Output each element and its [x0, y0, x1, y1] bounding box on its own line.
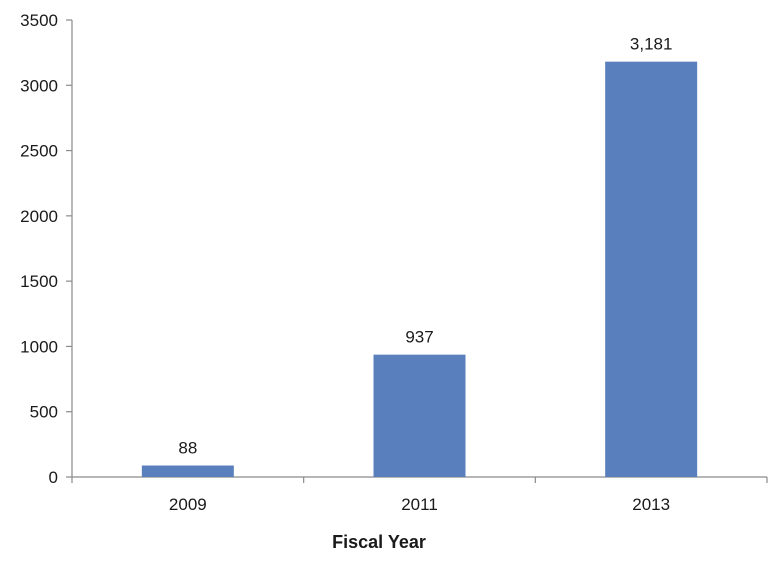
- x-tick-label-2013: 2013: [632, 495, 670, 514]
- bar-2011: [373, 354, 466, 477]
- y-tick-label: 1500: [20, 272, 58, 291]
- y-tick-label: 0: [49, 468, 58, 487]
- bar-2013: [605, 61, 698, 478]
- bar-2009: [141, 465, 234, 477]
- data-label-2013: 3,181: [630, 35, 673, 54]
- y-tick-label: 3000: [20, 76, 58, 95]
- y-tick-label: 3500: [20, 11, 58, 30]
- y-tick-label: 500: [30, 403, 58, 422]
- x-axis: 2009 2011 2013: [71, 476, 768, 514]
- data-label-2011: 937: [405, 328, 433, 347]
- y-tick-label: 2500: [20, 142, 58, 161]
- x-axis-title: Fiscal Year: [332, 532, 426, 552]
- x-tick-label-2009: 2009: [169, 495, 207, 514]
- y-tick-label: 1000: [20, 337, 58, 356]
- data-labels: 88 937 3,181: [178, 35, 672, 458]
- data-label-2009: 88: [178, 439, 197, 458]
- y-tick-label: 2000: [20, 207, 58, 226]
- x-tick-label-2011: 2011: [401, 495, 438, 514]
- y-axis: 0 500 1000 1500 2000 2500 3000 3500: [20, 11, 73, 487]
- bars: [141, 61, 698, 478]
